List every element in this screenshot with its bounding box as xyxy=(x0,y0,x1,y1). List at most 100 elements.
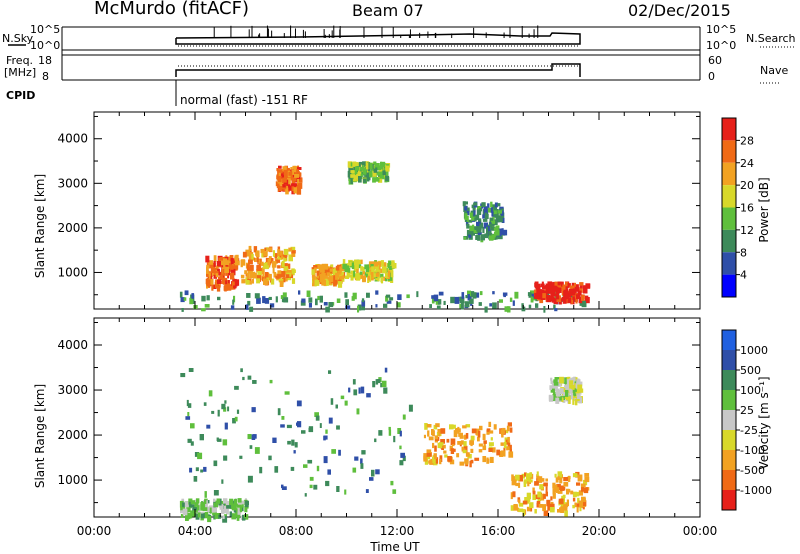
velocity-cell xyxy=(460,440,464,445)
velocity-y-ticks: 4000 3000 2000 1000 xyxy=(57,322,700,504)
velocity-cell xyxy=(522,509,525,516)
velocity-cell xyxy=(224,400,227,404)
power-cell xyxy=(378,176,383,183)
velocity-cell xyxy=(554,473,557,478)
velocity-cell xyxy=(309,484,313,489)
power-heatmap-cells xyxy=(179,161,591,313)
power-cell xyxy=(366,292,370,298)
power-cell xyxy=(557,287,562,293)
velocity-cell xyxy=(479,425,483,431)
nsky-label: N.Sky xyxy=(2,32,34,45)
power-cell xyxy=(497,210,503,214)
velocity-cell xyxy=(286,424,292,429)
power-cell xyxy=(277,274,282,278)
velocity-cell xyxy=(200,502,206,509)
velocity-cell xyxy=(244,500,249,508)
power-cell xyxy=(389,265,392,270)
velocity-cell xyxy=(512,491,516,498)
velocity-cell xyxy=(434,435,438,440)
velocity-cell xyxy=(506,425,510,432)
velocity-cell xyxy=(190,504,195,508)
power-cell xyxy=(287,178,291,185)
velocity-cell xyxy=(563,481,569,487)
power-cell xyxy=(581,300,587,308)
power-cell xyxy=(467,294,470,300)
velocity-cell xyxy=(223,498,228,504)
velocity-cell xyxy=(568,475,571,482)
colorbar-tick-label: 8 xyxy=(740,246,747,259)
nsearch-label: N.Search xyxy=(746,32,796,45)
power-cell xyxy=(224,266,230,273)
velocity-cell xyxy=(555,397,560,404)
velocity-cell xyxy=(290,466,295,471)
power-cell xyxy=(464,213,468,220)
power-cell xyxy=(322,272,326,276)
velocity-cell xyxy=(532,494,537,500)
velocity-cell xyxy=(313,484,318,490)
velocity-cell xyxy=(424,423,428,430)
velocity-cell xyxy=(470,448,474,453)
velocity-cell xyxy=(439,458,442,465)
velocity-cell xyxy=(226,505,232,509)
power-cell xyxy=(416,291,419,298)
velocity-cell xyxy=(577,384,583,390)
power-cell xyxy=(283,297,289,303)
colorbar-swatch xyxy=(722,430,736,450)
velocity-cell xyxy=(550,380,556,385)
velocity-cell xyxy=(187,403,192,408)
power-cell xyxy=(366,266,369,271)
power-cell xyxy=(389,297,394,301)
velocity-cell xyxy=(213,514,216,520)
velocity-cell xyxy=(222,515,228,523)
power-cell xyxy=(254,293,260,299)
velocity-cell xyxy=(469,440,474,445)
velocity-cell xyxy=(486,428,491,432)
velocity-cell xyxy=(552,488,556,495)
power-cell xyxy=(362,275,366,283)
velocity-cell xyxy=(537,491,542,498)
power-cell xyxy=(201,308,206,312)
power-cell xyxy=(481,202,486,207)
power-cell xyxy=(473,229,478,233)
freq-trace xyxy=(175,63,581,77)
power-cell xyxy=(265,247,269,251)
velocity-cell xyxy=(503,441,507,449)
power-cell xyxy=(385,295,389,302)
power-cell xyxy=(220,260,226,266)
power-cell xyxy=(332,275,338,282)
velocity-cell xyxy=(532,490,536,495)
nave-tick-bottom: 0 xyxy=(708,70,715,83)
velocity-cell xyxy=(218,514,222,519)
power-cell xyxy=(493,210,497,215)
power-cell xyxy=(352,161,357,167)
power-cell xyxy=(246,273,250,279)
power-cell xyxy=(263,278,268,285)
velocity-cell xyxy=(555,477,559,483)
power-cell xyxy=(332,268,338,276)
velocity-cell xyxy=(507,442,511,449)
power-cell xyxy=(232,281,235,286)
velocity-cell xyxy=(402,414,406,420)
velocity-cell xyxy=(423,455,428,462)
velocity-cell xyxy=(360,386,365,394)
velocity-cell xyxy=(563,392,566,396)
velocity-cell xyxy=(426,424,432,428)
velocity-cell xyxy=(465,452,470,457)
power-cell xyxy=(491,211,495,217)
velocity-cell xyxy=(562,494,566,499)
power-cell xyxy=(262,251,268,257)
velocity-cell xyxy=(380,383,383,388)
velocity-cell xyxy=(186,399,189,407)
power-cell xyxy=(351,262,356,270)
power-cell xyxy=(222,269,225,276)
velocity-cell xyxy=(208,390,213,397)
power-cell xyxy=(288,185,292,191)
x-tick-label: 08:00 xyxy=(279,524,314,538)
velocity-cell xyxy=(323,456,328,464)
power-cell xyxy=(358,176,362,183)
velocity-cell xyxy=(545,491,548,497)
power-cell xyxy=(291,278,296,284)
velocity-cell xyxy=(301,430,306,434)
velocity-cell xyxy=(576,505,579,513)
velocity-cell xyxy=(203,402,207,406)
